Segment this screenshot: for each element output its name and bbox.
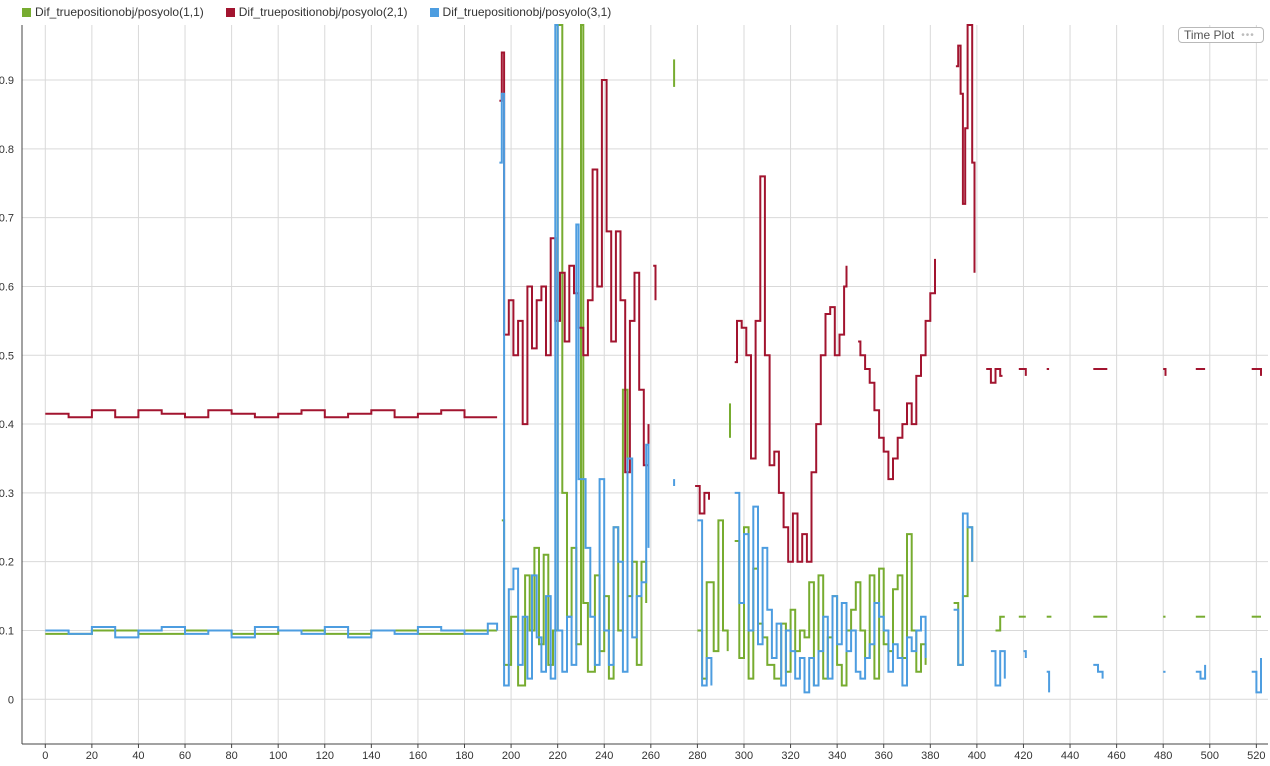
x-tick-label: 340 — [828, 750, 846, 762]
x-tick-label: 200 — [502, 750, 520, 762]
x-tick-label: 320 — [781, 750, 799, 762]
series-1-line — [995, 615, 1005, 632]
x-tick-label: 420 — [1014, 750, 1032, 762]
x-tick-label: 20 — [86, 750, 98, 762]
x-tick-label: 160 — [409, 750, 427, 762]
legend-swatch-series-3 — [429, 7, 439, 17]
y-tick-label: 0.5 — [0, 350, 14, 362]
y-tick-label: 0.6 — [0, 281, 14, 293]
series-3 — [45, 24, 1262, 694]
x-tick-label: 360 — [875, 750, 893, 762]
y-tick-label: 0 — [8, 694, 14, 706]
series-2-line — [986, 368, 1003, 384]
legend-item-series-3[interactable]: Dif_truepositionobj/posyolo(3,1) — [429, 5, 612, 19]
y-tick-label: 0.7 — [0, 213, 14, 225]
legend-label-series-2: Dif_truepositionobj/posyolo(2,1) — [238, 5, 408, 19]
series-2-line — [734, 175, 848, 563]
x-tick-label: 440 — [1061, 750, 1079, 762]
x-tick-label: 180 — [455, 750, 473, 762]
series-2-line — [955, 24, 976, 273]
x-tick-label: 100 — [269, 750, 287, 762]
series-2-line — [858, 258, 936, 481]
series-3-line — [45, 622, 499, 639]
series-3-line — [1023, 650, 1027, 658]
legend-item-series-1[interactable]: Dif_truepositionobj/posyolo(1,1) — [22, 5, 204, 19]
x-tick-label: 240 — [595, 750, 613, 762]
x-tick-label: 140 — [362, 750, 380, 762]
series-3-line — [990, 650, 1006, 687]
series-3-line — [1046, 670, 1051, 693]
series-3-line — [697, 519, 713, 687]
legend-item-series-2[interactable]: Dif_truepositionobj/posyolo(2,1) — [225, 5, 408, 19]
x-tick-label: 280 — [688, 750, 706, 762]
axes: 0 20 40 60 80 100 120 140 160 180 200 220 240 260 280 3… — [0, 25, 1268, 762]
series-3-line — [499, 24, 650, 687]
y-tick-label: 0.1 — [0, 625, 14, 637]
series-2-line — [1163, 368, 1167, 376]
x-tick-label: 480 — [1154, 750, 1172, 762]
x-tick-label: 40 — [132, 750, 144, 762]
y-tick-label: 0.4 — [0, 419, 14, 431]
more-options-icon[interactable]: ••• — [1241, 29, 1255, 41]
y-tick-label: 0.9 — [0, 75, 14, 87]
legend-label-series-1: Dif_truepositionobj/posyolo(1,1) — [35, 5, 204, 19]
legend-label-series-3: Dif_truepositionobj/posyolo(3,1) — [442, 5, 612, 19]
time-plot-label: Time Plot — [1184, 28, 1235, 42]
series-2-line — [499, 51, 650, 474]
series-2-line — [695, 485, 710, 515]
series-2-line — [1251, 368, 1262, 376]
x-tick-label: 120 — [316, 750, 334, 762]
time-plot-button[interactable]: Time Plot ••• — [1178, 27, 1264, 43]
series-3-line — [1093, 663, 1104, 679]
legend: Dif_truepositionobj/posyolo(1,1) Dif_tru… — [0, 0, 1270, 24]
x-tick-label: 400 — [968, 750, 986, 762]
x-tick-label: 380 — [921, 750, 939, 762]
x-tick-label: 520 — [1247, 750, 1265, 762]
series-3-line — [953, 512, 974, 666]
series-2-line — [653, 264, 657, 301]
x-tick-label: 500 — [1201, 750, 1219, 762]
x-tick-label: 300 — [735, 750, 753, 762]
x-tick-label: 0 — [42, 750, 48, 762]
plot-background — [22, 25, 1268, 744]
series-2 — [45, 24, 1262, 563]
x-tick-label: 460 — [1107, 750, 1125, 762]
series-2-line — [45, 409, 498, 419]
series-layer — [45, 24, 1262, 694]
x-tick-label: 260 — [642, 750, 660, 762]
series-3-line — [1195, 664, 1207, 680]
y-tick-label: 0.2 — [0, 557, 14, 569]
y-tick-label: 0.3 — [0, 488, 14, 500]
series-3-line — [734, 491, 927, 694]
x-tick-label: 80 — [225, 750, 237, 762]
series-2-line — [1018, 368, 1027, 376]
legend-swatch-series-2 — [225, 7, 235, 17]
y-tick-label: 0.8 — [0, 144, 14, 156]
series-3-line — [1251, 658, 1262, 694]
x-tick-label: 60 — [179, 750, 191, 762]
x-tick-label: 220 — [548, 750, 566, 762]
grid — [22, 25, 1268, 744]
legend-swatch-series-1 — [22, 7, 31, 17]
